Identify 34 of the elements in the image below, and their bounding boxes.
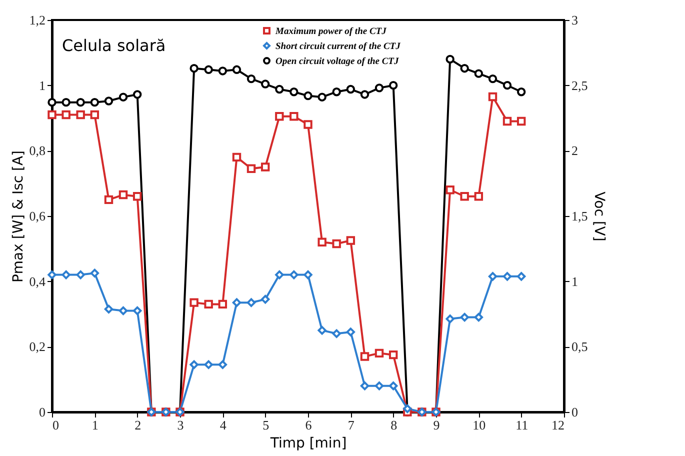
y2-axis-title: Voc [V]: [590, 192, 607, 242]
y-tick-label: 1: [39, 78, 46, 93]
legend-label: Maximum power of the CTJ: [274, 26, 387, 37]
y2-tick-label: 0,5: [572, 339, 588, 354]
x-tick-label: 12: [552, 418, 564, 432]
y2-tick-label: 1: [572, 274, 578, 289]
x-tick-label: 4: [220, 418, 227, 432]
x-tick-label: 5: [262, 418, 270, 432]
y2-tick-label: 1,5: [572, 208, 588, 224]
x-tick-label: 3: [177, 418, 184, 432]
x-tick-label: 1: [92, 418, 98, 432]
y-axis-title: Pmax [W] & Isc [A]: [10, 150, 26, 283]
x-tick-label: 9: [433, 418, 440, 432]
y2-tick-label: 3: [572, 12, 578, 28]
y-tick-label: 0,2: [29, 339, 46, 354]
x-tick-label: 6: [305, 418, 312, 432]
y2-tick-label: 2,5: [572, 78, 588, 93]
y-tick-label: 1,2: [29, 12, 46, 28]
x-tick-label: 2: [134, 418, 142, 432]
legend-label: Short circuit current of the CTJ: [276, 42, 401, 52]
x-tick-label: 10: [472, 418, 486, 432]
y-tick-label: 0,8: [29, 143, 46, 158]
legend-label: Open circuit voltage of the CTJ: [276, 56, 399, 67]
x-tick-label: 11: [516, 418, 528, 432]
y2-tick-label: 0: [572, 404, 578, 420]
y-tick-label: 0,4: [29, 274, 46, 289]
y-tick-label: 0: [39, 404, 46, 420]
y-tick-label: 0,6: [29, 208, 46, 224]
annotation: Celula solară: [62, 36, 166, 55]
x-tick-label: 7: [348, 418, 355, 432]
x-axis-title: Timp [min]: [269, 436, 347, 452]
x-tick-label: 0: [52, 418, 59, 432]
y2-tick-label: 2: [572, 143, 578, 158]
x-tick-label: 8: [390, 418, 398, 432]
